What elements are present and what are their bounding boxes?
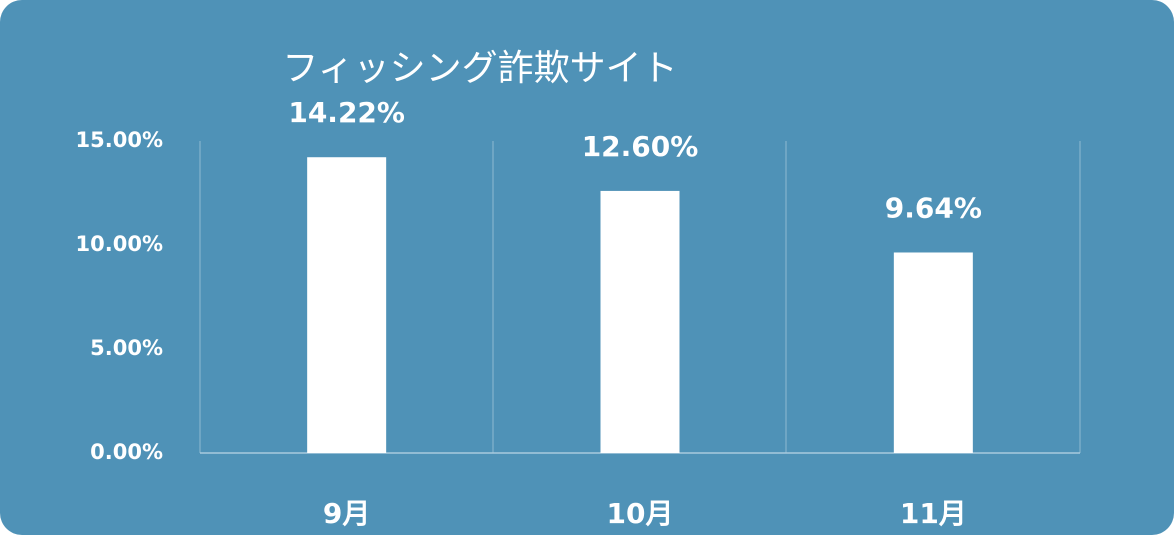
- value-label: 14.22%: [288, 96, 405, 129]
- bar: [307, 157, 387, 453]
- x-tick-label: 9月: [323, 497, 370, 530]
- y-tick-label: 0.00%: [90, 440, 163, 464]
- x-tick-label: 11月: [900, 497, 967, 530]
- bar: [600, 190, 680, 454]
- y-tick-label: 10.00%: [76, 232, 163, 256]
- x-tick-label: 10月: [607, 497, 674, 530]
- y-tick-label: 15.00%: [76, 128, 163, 152]
- value-label: 9.64%: [885, 191, 982, 224]
- value-label: 12.60%: [582, 130, 699, 163]
- y-tick-label: 5.00%: [90, 336, 163, 360]
- bar: [893, 252, 973, 453]
- chart-title: フィッシング詐欺サイト: [282, 48, 677, 89]
